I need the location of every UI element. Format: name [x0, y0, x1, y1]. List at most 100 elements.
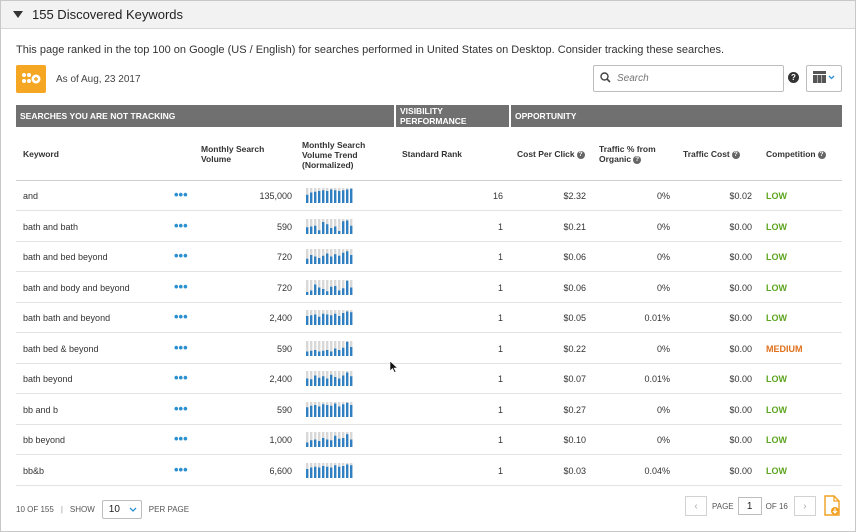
table-row[interactable]: and ••• 135,000 16 $2.32 0% $0.02 LOW — [16, 181, 842, 211]
search-box[interactable] — [593, 65, 784, 92]
competition-help-icon[interactable]: ? — [817, 150, 826, 159]
keyword-cell[interactable]: bb&b — [23, 465, 45, 476]
trend-bar — [326, 223, 329, 234]
more-dots-icon[interactable]: ••• — [174, 370, 188, 385]
per-page-select[interactable]: 10 — [101, 500, 142, 519]
traffic-pct-help-icon[interactable]: ? — [633, 155, 642, 164]
col-traffic-pct[interactable]: Traffic % from Organic? — [599, 144, 667, 164]
trend-bar-track — [310, 279, 313, 295]
col-cost-per-click[interactable]: Cost Per Click? — [517, 149, 585, 159]
traffic-pct-cell: 0.01% — [644, 374, 670, 384]
table-row[interactable]: bath and bath ••• 590 1 $0.21 0% $0.00 LOW — [16, 212, 842, 242]
table-view-button[interactable] — [806, 65, 842, 92]
table-row[interactable]: bath and bed beyond ••• 720 1 $0.06 0% $0.00 LO… — [16, 242, 842, 272]
more-dots-icon[interactable]: ••• — [174, 400, 188, 416]
col-volume-trend[interactable]: Monthly Search Volume Trend (Normalized) — [302, 140, 366, 170]
competition-badge: LOW — [766, 465, 787, 476]
prev-page-button[interactable]: ‹ — [685, 496, 707, 516]
keyword-cell[interactable]: bath and bed beyond — [23, 252, 108, 262]
trend-bar — [350, 404, 353, 417]
trend-bar — [326, 314, 329, 325]
col-standard-rank[interactable]: Standard Rank — [402, 149, 462, 159]
trend-bar — [310, 192, 313, 203]
rank-cell: 1 — [497, 343, 503, 354]
search-input[interactable] — [617, 73, 777, 84]
trend-bar — [330, 374, 333, 386]
col-monthly-volume[interactable]: Monthly Search Volume — [201, 144, 265, 164]
trend-bar — [342, 465, 345, 478]
trend-bar-track — [306, 432, 309, 447]
trend-bar — [306, 194, 309, 203]
trend-bar — [346, 341, 349, 356]
as-of-date: As of Aug, 23 2017 — [56, 74, 141, 85]
more-dots-icon[interactable]: ••• — [174, 461, 188, 477]
keyword-cell[interactable]: bath bed & beyond — [23, 343, 99, 354]
table-row[interactable]: bath bath and beyond ••• 2,400 1 $0.05 0.01% $… — [16, 303, 842, 333]
rank-cell: 1 — [497, 374, 503, 384]
trend-bar — [330, 405, 333, 417]
table-row[interactable]: bath beyond ••• 2,400 1 $0.07 0.01% $0.00 LOW — [16, 364, 842, 394]
rank-cell: 1 — [497, 252, 503, 262]
more-dots-icon[interactable]: ••• — [174, 248, 188, 263]
trend-bar — [346, 189, 349, 203]
keyword-cell[interactable]: bath beyond — [23, 374, 73, 384]
panel-header[interactable]: 155 Discovered Keywords — [1, 1, 855, 29]
rank-logo-icon — [16, 65, 46, 93]
table-row[interactable]: bb beyond ••• 1,000 1 $0.10 0% $0.00 LOW — [16, 425, 842, 455]
table-row[interactable]: bb and b ••• 590 1 $0.27 0% $0.00 LOW — [16, 395, 842, 425]
trend-bar — [326, 349, 329, 356]
trend-bar-track — [318, 218, 321, 234]
keyword-cell[interactable]: bath and bath — [23, 221, 79, 232]
volume-cell: 2,400 — [269, 313, 292, 323]
col-traffic-cost[interactable]: Traffic Cost? — [683, 149, 740, 159]
export-file-icon[interactable] — [823, 495, 841, 522]
trend-bar — [318, 191, 321, 203]
volume-trend-sparkline — [306, 279, 353, 295]
trend-bar — [342, 438, 345, 447]
trend-bar-track — [338, 340, 341, 356]
more-dots-icon[interactable]: ••• — [174, 309, 188, 324]
traffic-cost-help-icon[interactable]: ? — [731, 150, 740, 159]
group-visibility-performance: VISIBILITY PERFORMANCE — [396, 105, 509, 127]
trend-bar — [322, 288, 325, 295]
rank-cell: 1 — [497, 313, 503, 323]
trend-bar — [350, 225, 353, 234]
keyword-cell[interactable]: bath and body and beyond — [23, 282, 130, 293]
footer-divider: | — [60, 505, 63, 514]
col-competition[interactable]: Competition? — [766, 149, 826, 159]
trend-bar — [338, 255, 341, 264]
trend-bar — [334, 377, 337, 386]
volume-cell: 2,400 — [269, 374, 292, 384]
keyword-cell[interactable]: bath bath and beyond — [23, 313, 111, 323]
trend-bar — [342, 287, 345, 295]
col-keyword[interactable]: Keyword — [23, 149, 59, 159]
collapse-caret-icon[interactable] — [13, 11, 23, 18]
more-dots-icon[interactable]: ••• — [174, 278, 188, 294]
page-number-input[interactable] — [737, 497, 762, 515]
more-dots-icon[interactable]: ••• — [174, 431, 188, 446]
table-view-icon — [813, 70, 835, 88]
next-page-button[interactable]: › — [793, 496, 816, 516]
trend-bar — [318, 229, 321, 234]
trend-bar — [330, 315, 333, 325]
trend-bar — [338, 406, 341, 417]
trend-bar — [310, 379, 313, 386]
more-dots-icon[interactable]: ••• — [174, 339, 188, 355]
chevron-down-icon — [129, 504, 137, 515]
rank-cell: 1 — [497, 435, 503, 445]
table-row[interactable]: bath bed & beyond ••• 590 1 $0.22 0% $0.00 MEDI… — [16, 334, 842, 364]
mouse-cursor-icon — [389, 360, 399, 378]
traffic-pct-cell: 0% — [656, 282, 670, 293]
keyword-cell[interactable]: bb and b — [23, 404, 59, 415]
more-dots-icon[interactable]: ••• — [174, 187, 188, 202]
cpc-help-icon[interactable]: ? — [576, 150, 585, 159]
search-help-icon[interactable]: ? — [788, 72, 799, 83]
cpc-cell: $0.06 — [563, 282, 586, 293]
table-row[interactable]: bb&b ••• 6,600 1 $0.03 0.04% $0.00 LOW — [16, 456, 842, 486]
more-dots-icon[interactable]: ••• — [174, 217, 188, 233]
table-row[interactable]: bath and body and beyond ••• 720 1 $0.06 0% $0… — [16, 273, 842, 303]
keyword-cell[interactable]: bb beyond — [23, 435, 66, 445]
keyword-cell[interactable]: and — [23, 191, 39, 201]
volume-cell: 590 — [276, 343, 292, 354]
